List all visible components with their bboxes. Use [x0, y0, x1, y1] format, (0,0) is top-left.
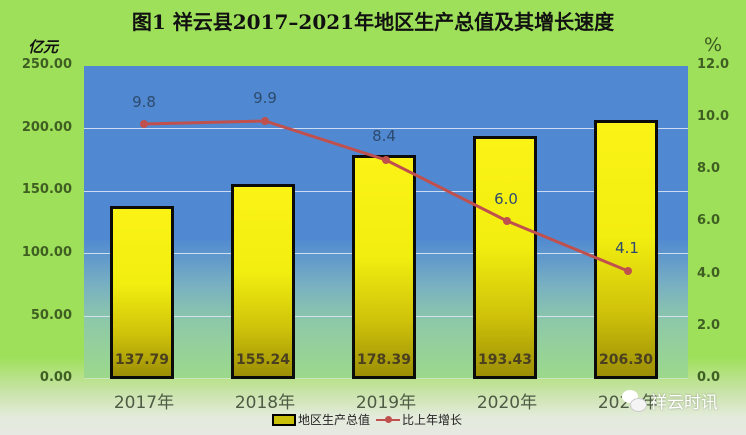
left-tick: 0.00: [39, 370, 72, 385]
right-tick: 8.0: [697, 161, 721, 176]
growth-label: 9.9: [253, 89, 277, 107]
gridline: [84, 128, 688, 129]
right-tick: 10.0: [697, 109, 730, 124]
line-point: [503, 217, 511, 225]
right-axis-unit: %: [704, 34, 723, 56]
watermark: 祥云时讯: [622, 388, 718, 413]
x-label: 2020年: [476, 393, 538, 413]
bar-2021: 206.30: [594, 120, 658, 379]
left-tick: 100.00: [21, 245, 72, 260]
line-point: [261, 117, 269, 125]
bar-2020: 193.43: [473, 136, 537, 379]
bar-value-label: 206.30: [598, 352, 654, 368]
left-tick: 200.00: [21, 120, 72, 135]
right-tick: 2.0: [697, 318, 721, 333]
left-tick: 50.00: [30, 308, 72, 323]
legend: 地区生产总值 比上年增长: [272, 411, 462, 428]
bar-value-label: 137.79: [114, 352, 170, 368]
growth-label: 4.1: [615, 239, 639, 257]
left-axis-unit: 亿元: [28, 38, 59, 56]
legend-line-label: 比上年增长: [402, 413, 463, 427]
right-tick: 0.0: [697, 370, 721, 385]
bar-2019: 178.39: [352, 155, 416, 379]
right-tick: 12.0: [697, 57, 730, 72]
left-tick: 250.00: [21, 57, 72, 72]
legend-line-swatch-icon: [376, 415, 401, 423]
watermark-text: 祥云时讯: [650, 393, 718, 413]
chart-title: 图1 祥云县2017–2021年地区生产总值及其增长速度: [131, 10, 615, 34]
bar-value-label: 155.24: [235, 352, 291, 368]
line-point: [382, 156, 390, 164]
bar-value-label: 178.39: [356, 352, 412, 368]
x-label: 2017年: [113, 393, 175, 413]
right-tick: 4.0: [697, 266, 721, 281]
line-point: [140, 120, 148, 128]
growth-label: 6.0: [494, 190, 518, 208]
x-label: 2019年: [355, 393, 417, 413]
bar-2018: 155.24: [231, 184, 295, 379]
growth-line: [140, 117, 632, 275]
growth-label: 9.8: [132, 93, 156, 111]
x-label: 2018年: [234, 393, 296, 413]
growth-label: 8.4: [372, 127, 396, 145]
left-tick: 150.00: [21, 182, 72, 197]
right-tick: 6.0: [697, 213, 721, 228]
bar-value-label: 193.43: [477, 352, 533, 368]
legend-bar-swatch-icon: [272, 413, 296, 426]
bar-2017: 137.79: [110, 206, 174, 379]
legend-bar-label: 地区生产总值: [298, 413, 371, 427]
line-point: [624, 267, 632, 275]
wechat-icon: [622, 389, 648, 412]
